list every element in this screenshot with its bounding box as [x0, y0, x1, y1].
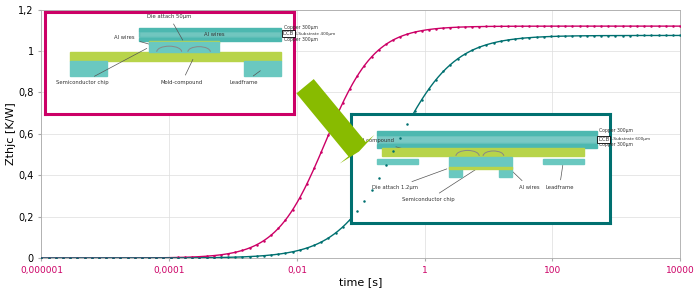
Y-axis label: Zthjc [K/W]: Zthjc [K/W]	[6, 103, 15, 165]
X-axis label: time [s]: time [s]	[339, 277, 382, 287]
